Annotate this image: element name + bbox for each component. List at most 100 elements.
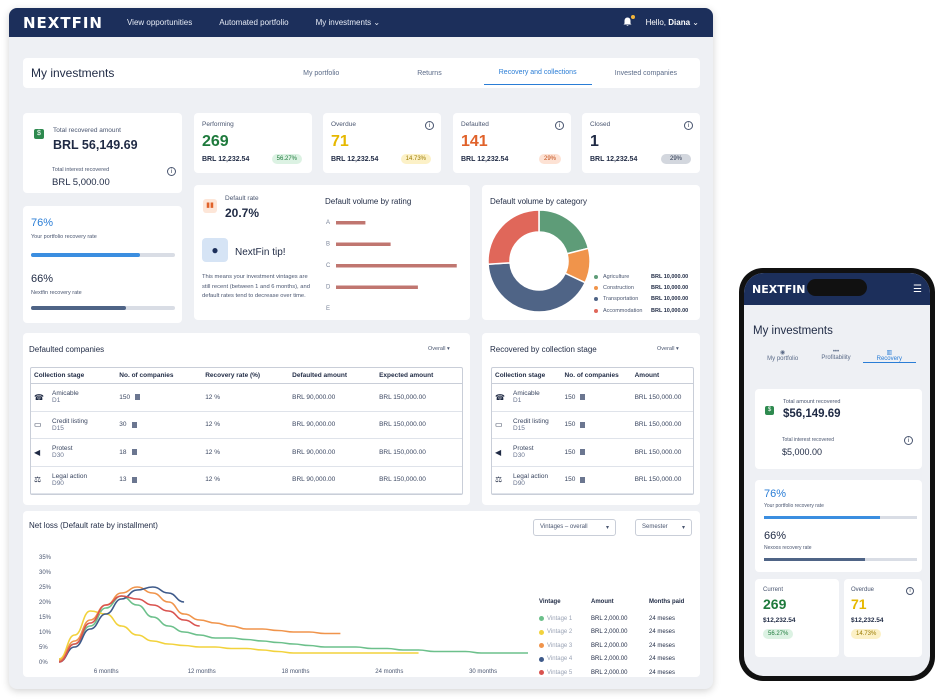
phone-tab-portfolio[interactable]: ◉ My portfolio	[756, 349, 809, 363]
defaulted-header-3: Defaulted amount	[289, 368, 377, 384]
recovered-filter-dropdown[interactable]: Overall ▾	[657, 346, 679, 352]
nav-view-opportunities[interactable]: View opportunities	[126, 18, 193, 27]
building-icon	[131, 449, 137, 456]
vintage-amount: BRL 2,000.00	[591, 656, 628, 663]
nextfin-rate-fill	[31, 306, 127, 310]
status-count: 141	[461, 133, 488, 150]
recovered-value: BRL 56,149.69	[53, 138, 138, 152]
y-tick-label: 30%	[39, 570, 52, 576]
series-line-vintage-1	[58, 595, 528, 660]
vintage-amount: BRL 2,000.00	[591, 615, 628, 622]
phone-nextfin-fill	[764, 558, 865, 561]
stage-name: Amicable	[52, 390, 79, 398]
count-value: 150	[564, 421, 576, 429]
period-filter-dropdown[interactable]: Semester ▾	[635, 519, 692, 536]
tab-returns[interactable]: Returns	[417, 69, 442, 77]
x-tick-label: 12 months	[188, 669, 216, 675]
count-value: 13	[119, 476, 127, 484]
phone-tab-recovery-label: Recovery	[876, 356, 902, 362]
info-icon[interactable]: i	[906, 587, 914, 595]
stage-text: Credit listing D15	[52, 418, 88, 432]
money-icon: $	[765, 406, 774, 415]
default-rate-card: ▮▮ Default rate 20.7% ● NextFin tip! Thi…	[194, 185, 470, 320]
interest-label: Total interest recovered	[52, 167, 110, 173]
stage-icon: ☎	[495, 392, 505, 402]
defaulted-amount-cell: BRL 90,000.00	[289, 411, 377, 439]
stage-text: Legal action D90	[513, 473, 548, 487]
info-icon[interactable]: i	[555, 121, 564, 130]
expected-amount-cell: BRL 150,000.00	[376, 466, 462, 494]
vintage-months: 24 meses	[649, 642, 676, 649]
count-value: 150	[564, 476, 576, 484]
phone-tab-recovery[interactable]: ▥ Recovery	[862, 349, 916, 363]
category-chart-title: Default volume by category	[490, 197, 587, 206]
table-row[interactable]: ▭ Credit listing D15 30 12 % BRL 90,000.00 BRL…	[31, 411, 462, 439]
amount-cell: BRL 150,000.00	[631, 383, 693, 412]
phone-portfolio-bar	[764, 516, 917, 519]
vintage-filter-dropdown[interactable]: Vintages – overall ▾	[533, 519, 616, 536]
nextfin-rate-bar	[31, 306, 175, 310]
defaulted-table: Collection stage No. of companies Recovery…	[31, 368, 462, 494]
legend-swatch	[539, 656, 544, 662]
stage: ◀ Protest D30	[495, 445, 559, 459]
count-value: 150	[119, 393, 131, 401]
table-row[interactable]: ☎ Amicable D1 150 12 % BRL 90,000.00 BRL 150,0…	[31, 383, 462, 412]
phone-nextfin-bar	[764, 558, 917, 561]
legend-item-construction: Construction BRL 10,000.00	[594, 282, 688, 293]
nextfin-rate-label: Nextfin recovery rate	[31, 290, 82, 296]
phone-current-label: Current	[763, 587, 784, 593]
hamburger-icon[interactable]: ☰	[913, 283, 922, 295]
info-icon[interactable]: i	[167, 167, 176, 176]
stage-icon: ▭	[495, 420, 503, 430]
defaulted-table-wrap: Collection stage No. of companies Recovery…	[30, 367, 463, 495]
vintage-name: Vintage 5	[539, 670, 591, 676]
table-row[interactable]: ☎ Amicable D1 150 BRL 150,000.00	[492, 383, 693, 412]
tab-my-portfolio[interactable]: My portfolio	[303, 69, 340, 77]
stage-icon: ◀	[34, 447, 41, 457]
table-row[interactable]: ⚖ Legal action D90 13 12 % BRL 90,000.00 BRL 1…	[31, 466, 462, 494]
stage-icon: ⚖	[34, 475, 42, 485]
table-row[interactable]: ◀ Protest D30 150 BRL 150,000.00	[492, 438, 693, 467]
stage-sub: D90	[513, 479, 525, 487]
stage-sub: D15	[52, 424, 64, 432]
defaulted-filter-dropdown[interactable]: Overall ▾	[428, 346, 450, 352]
nav-automated-portfolio[interactable]: Automated portfolio	[219, 18, 289, 27]
piggy-bank-icon: ●	[202, 238, 228, 262]
page-title: My investments	[31, 66, 115, 80]
legend-row: Vintage 2 BRL 2,000.00 24 meses	[539, 626, 689, 640]
donut-slice-transportation	[487, 262, 587, 313]
rating-tick-C: C	[326, 263, 331, 269]
nav-my-investments[interactable]: My investments ⌄	[316, 18, 381, 27]
info-icon[interactable]: i	[684, 121, 693, 130]
table-row[interactable]: ⚖ Legal action D90 150 BRL 150,000.00	[492, 466, 693, 494]
stage-cell: ◀ Protest D30	[492, 438, 562, 467]
info-icon[interactable]: i	[904, 436, 913, 445]
defaulted-header-0: Collection stage	[31, 368, 117, 384]
building-icon	[580, 421, 586, 428]
info-icon[interactable]: i	[425, 121, 434, 130]
phone-tabs: ◉ My portfolio ••• Profitability ▥ Recovery	[756, 349, 916, 363]
defaulted-header-2: Recovery rate (%)	[202, 368, 290, 384]
stage-icon: ▭	[34, 420, 42, 430]
status-count: 269	[202, 133, 229, 150]
tab-invested-companies[interactable]: Invested companies	[614, 69, 678, 77]
tab-recovery[interactable]: Recovery and collections	[483, 61, 592, 85]
stage: ⚖ Legal action D90	[34, 473, 113, 487]
legend-value: BRL 10,000.00	[651, 296, 689, 303]
phone-tab-profitability[interactable]: ••• Profitability	[809, 349, 862, 363]
stage-icon: ◀	[495, 447, 502, 457]
table-row[interactable]: ▭ Credit listing D15 150 BRL 150,000.00	[492, 411, 693, 439]
legend-item-accommodation: Accommodation BRL 10,000.00	[594, 305, 688, 316]
phone-portfolio-label: Your portfolio recovery rate	[764, 503, 824, 509]
table-row[interactable]: ◀ Protest D30 18 12 % BRL 90,000.00 BRL 150,00…	[31, 438, 462, 467]
stage-sub: D15	[513, 424, 525, 432]
stage: ☎ Amicable D1	[495, 390, 559, 404]
defaulted-amount-cell: BRL 90,000.00	[289, 383, 377, 412]
user-menu[interactable]: Hello, Diana ⌄	[646, 18, 699, 27]
bell-icon[interactable]	[623, 14, 635, 29]
status-pct: 56.27%	[271, 154, 302, 164]
stage-name: Credit listing	[513, 417, 549, 425]
chevron-down-icon: ⌄	[373, 18, 381, 27]
count-value: 150	[564, 393, 576, 401]
defaulted-amount-cell: BRL 90,000.00	[289, 466, 377, 494]
